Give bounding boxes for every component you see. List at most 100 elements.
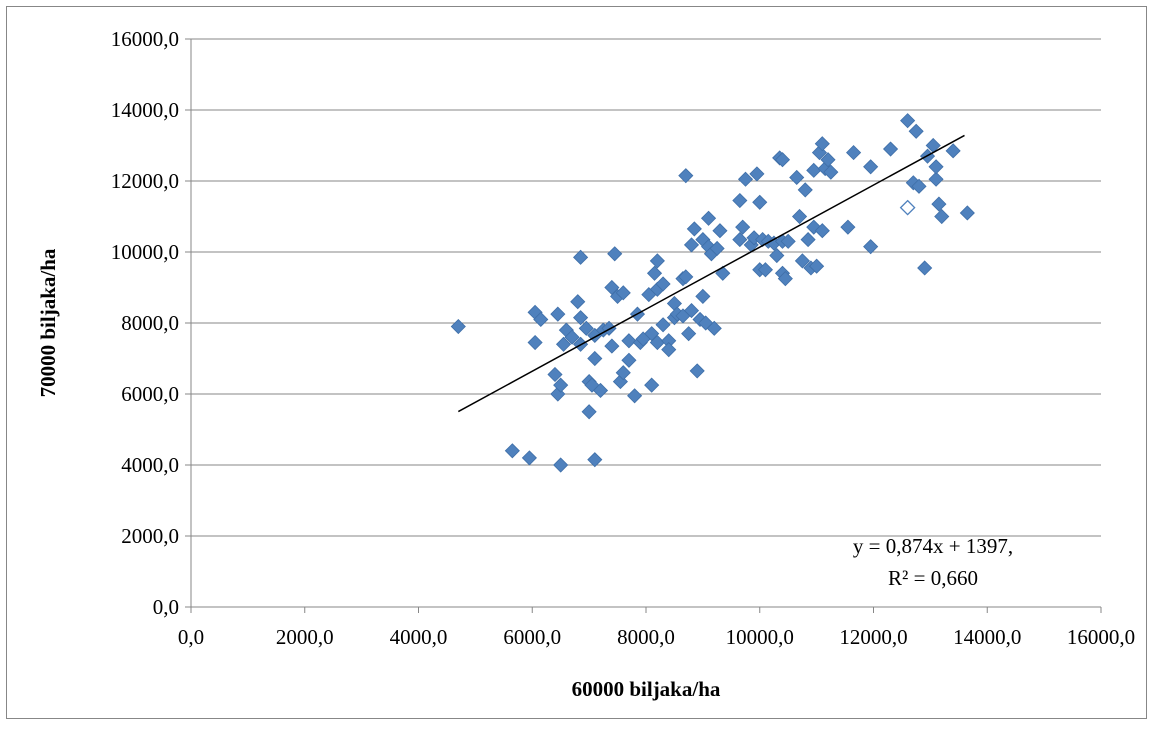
y-tick-label: 2000,0 xyxy=(121,524,179,548)
x-tick-label: 2000,0 xyxy=(276,625,334,649)
data-point xyxy=(587,452,603,468)
data-point xyxy=(735,219,751,235)
data-point xyxy=(555,336,572,352)
data-point xyxy=(814,136,830,152)
y-tick-label: 12000,0 xyxy=(111,169,179,193)
y-axis-ticks: 0,0 2000,0 4000,0 6000,0 8000,0 10000,0 12000,… xyxy=(111,27,191,619)
data-point xyxy=(564,329,580,345)
data-point xyxy=(573,249,589,265)
data-point xyxy=(774,152,791,168)
data-point xyxy=(752,194,768,210)
data-point xyxy=(840,219,856,235)
data-point xyxy=(791,208,808,225)
data-point xyxy=(607,246,623,262)
y-tick-label: 10000,0 xyxy=(111,240,179,264)
data-point xyxy=(621,352,637,368)
data-point xyxy=(934,208,950,225)
data-point xyxy=(615,285,631,301)
x-tick-label: 14000,0 xyxy=(953,625,1021,649)
data-point xyxy=(666,295,683,312)
data-point xyxy=(737,171,754,187)
y-tick-label: 16000,0 xyxy=(111,27,179,51)
data-point xyxy=(809,258,825,274)
y-axis-title: 70000 biljaka/ha xyxy=(36,248,60,397)
data-point xyxy=(757,262,774,278)
data-point xyxy=(644,377,660,393)
data-point xyxy=(655,276,671,292)
data-point xyxy=(621,333,637,349)
data-point xyxy=(732,192,748,209)
x-tick-label: 12000,0 xyxy=(839,625,907,649)
data-point xyxy=(678,269,694,285)
x-tick-label: 6000,0 xyxy=(503,625,561,649)
data-point xyxy=(814,223,830,239)
data-point xyxy=(846,145,862,161)
data-point xyxy=(550,306,566,322)
data-point xyxy=(789,169,805,186)
data-point xyxy=(661,342,677,358)
data-point xyxy=(749,166,765,182)
data-point xyxy=(908,123,924,139)
data-point xyxy=(695,288,711,304)
data-point xyxy=(450,318,466,335)
data-point xyxy=(581,404,597,420)
x-axis-title: 60000 biljaka/ha xyxy=(572,677,721,701)
x-tick-label: 8000,0 xyxy=(617,625,675,649)
data-point xyxy=(732,232,748,248)
x-tick-label: 0,0 xyxy=(178,625,204,649)
highlighted-data-point xyxy=(899,199,916,216)
data-point xyxy=(553,457,569,473)
data-point xyxy=(945,143,961,159)
data-point xyxy=(900,113,916,129)
data-point xyxy=(928,171,944,187)
trendline-group xyxy=(457,134,965,413)
data-point xyxy=(683,303,700,319)
data-point xyxy=(649,253,665,269)
data-point xyxy=(573,310,589,326)
data-point xyxy=(797,182,813,198)
x-tick-label: 4000,0 xyxy=(390,625,448,649)
data-point xyxy=(592,382,609,399)
data-point xyxy=(700,210,717,226)
data-point xyxy=(863,159,879,175)
x-tick-label: 16000,0 xyxy=(1067,625,1135,649)
chart-area: 0,0 2000,0 4000,0 6000,0 8000,0 10000,0 12000,… xyxy=(6,6,1147,719)
data-point xyxy=(928,159,944,175)
y-tick-label: 14000,0 xyxy=(111,98,179,122)
trendline xyxy=(457,134,965,413)
data-point xyxy=(777,271,793,287)
data-point xyxy=(689,363,705,379)
data-point xyxy=(882,141,899,157)
data-point xyxy=(709,240,725,257)
data-point xyxy=(681,326,697,342)
y-tick-label: 6000,0 xyxy=(121,382,179,406)
data-point xyxy=(547,366,563,383)
data-point xyxy=(780,233,796,249)
data-point xyxy=(587,350,603,367)
data-point xyxy=(578,320,594,336)
data-point xyxy=(959,205,975,221)
y-tick-label: 0,0 xyxy=(153,595,179,619)
data-point xyxy=(570,294,586,310)
data-point xyxy=(715,265,731,281)
data-point xyxy=(533,311,549,328)
data-point xyxy=(678,168,694,184)
y-tick-label: 4000,0 xyxy=(121,453,179,477)
data-point xyxy=(794,253,810,269)
data-point xyxy=(706,320,722,336)
data-point xyxy=(683,237,700,253)
data-point xyxy=(521,450,537,466)
gridlines xyxy=(191,38,1101,537)
data-point xyxy=(553,377,569,393)
data-point xyxy=(615,365,631,381)
data-points xyxy=(450,113,975,473)
data-point xyxy=(931,196,947,212)
data-point xyxy=(655,317,671,333)
data-point xyxy=(627,388,643,404)
trendline-equation: y = 0,874x + 1397, xyxy=(853,534,1013,558)
data-point xyxy=(604,338,620,354)
data-point xyxy=(806,162,822,178)
data-point xyxy=(917,260,933,276)
data-point xyxy=(527,334,543,351)
data-point xyxy=(800,232,816,248)
